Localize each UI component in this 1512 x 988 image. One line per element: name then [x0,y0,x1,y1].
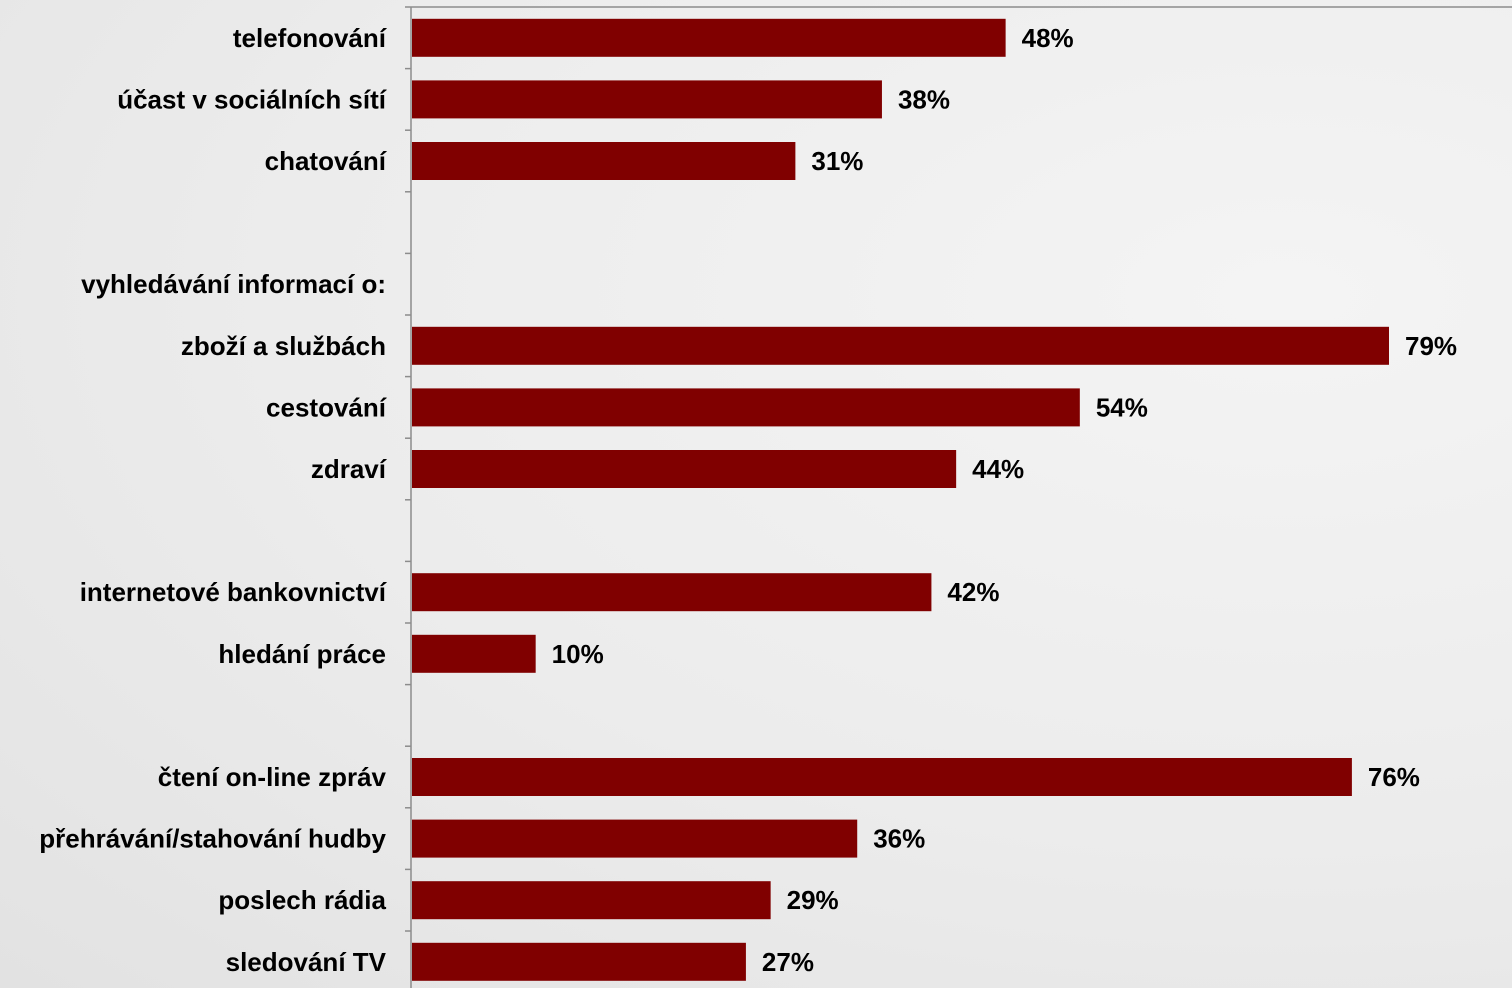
category-label: zboží a službách [181,331,386,361]
bar [412,388,1080,427]
bar [412,18,1006,57]
labels-layer: telefonování 48% účast v sociálních sítí 38… [39,23,1457,977]
category-label: vyhledávání informací o: [81,269,386,299]
value-label: 79% [1405,331,1457,361]
category-label: zdraví [311,454,387,484]
category-label: cestování [266,392,387,422]
bar [412,942,746,981]
bar [412,573,932,612]
category-label: chatování [265,146,387,176]
bar [412,881,771,920]
value-label: 10% [552,639,604,669]
bar [412,80,882,119]
category-label: přehrávání/stahování hudby [39,824,386,854]
category-label: hledání práce [218,639,386,669]
bar [412,142,796,180]
value-label: 44% [972,454,1024,484]
value-label: 76% [1368,762,1420,792]
bar [412,758,1352,796]
category-label: sledování TV [226,947,387,977]
value-label: 29% [787,885,839,915]
value-label: 38% [898,84,950,114]
value-label: 42% [947,577,999,607]
category-label: telefonování [233,23,387,53]
value-label: 48% [1022,23,1074,53]
bar [412,326,1389,365]
bar [412,450,957,488]
category-label: účast v sociálních sítí [117,84,387,114]
value-label: 54% [1096,392,1148,422]
value-label: 27% [762,947,814,977]
value-label: 31% [811,146,863,176]
value-label: 36% [873,824,925,854]
bar [412,634,536,673]
bars-layer [412,18,1389,981]
category-label: internetové bankovnictví [80,577,387,607]
bar [412,819,858,858]
category-label: poslech rádia [218,885,386,915]
axis-layer [405,6,1512,988]
category-label: čtení on-line zpráv [158,762,387,792]
